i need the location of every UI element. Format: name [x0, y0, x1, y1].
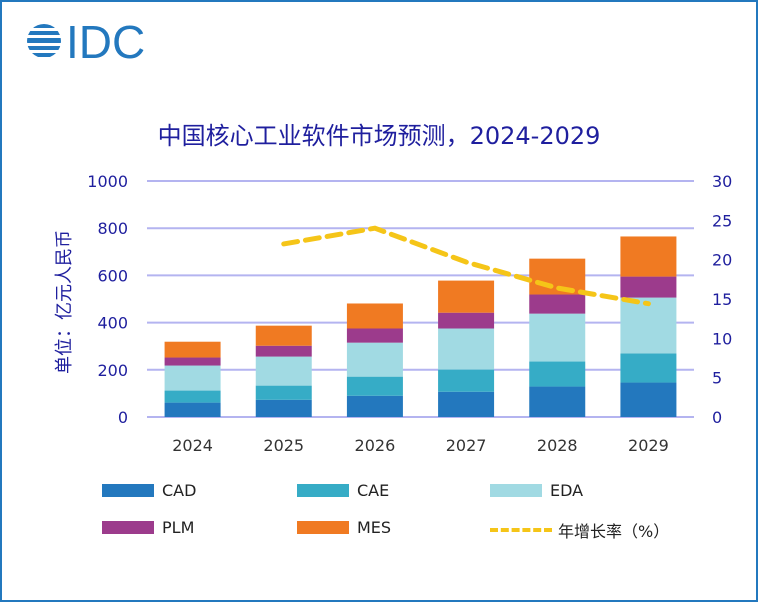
- bar-eda: [438, 328, 495, 370]
- y2-tick-label: 0: [712, 408, 722, 427]
- y2-tick-label: 10: [712, 329, 732, 348]
- legend-label: EDA: [550, 481, 584, 500]
- legend-item: MES: [297, 518, 391, 537]
- legend-swatch: [297, 521, 349, 534]
- x-tick-label: 2028: [537, 436, 578, 455]
- legend-swatch: [102, 521, 154, 534]
- y2-tick-label: 20: [712, 251, 732, 270]
- bar-eda: [620, 297, 677, 354]
- y-tick-label: 200: [97, 361, 128, 380]
- bar-cae: [438, 369, 495, 392]
- bar-mes: [438, 280, 495, 313]
- growth-rate-line: [281, 225, 651, 307]
- svg-text:IDC: IDC: [66, 16, 145, 66]
- y2-tick-label: 30: [712, 172, 732, 191]
- bar-cae: [346, 376, 403, 396]
- legend-label: CAE: [357, 481, 390, 500]
- bar-cad: [255, 399, 312, 417]
- bar-cad: [620, 382, 677, 417]
- bar-eda: [346, 342, 403, 377]
- y-tick-label: 1000: [87, 172, 128, 191]
- legend-label: PLM: [162, 518, 195, 537]
- bar-plm: [529, 294, 586, 314]
- y-axis-label: 单位：亿元人民币: [54, 230, 75, 374]
- bar-mes: [620, 236, 677, 277]
- bar-cad: [438, 391, 495, 417]
- bar-plm: [346, 328, 403, 343]
- bar-cae: [620, 353, 677, 383]
- y2-tick-label: 25: [712, 211, 732, 230]
- y-tick-label: 600: [97, 266, 128, 285]
- legend-item: CAD: [102, 481, 196, 500]
- x-tick-label: 2025: [263, 436, 304, 455]
- bar-cae: [529, 361, 586, 387]
- bar-mes: [346, 303, 403, 329]
- bar-mes: [164, 341, 221, 358]
- bar-eda: [164, 365, 221, 391]
- bar-eda: [255, 356, 312, 386]
- legend-item: EDA: [490, 481, 583, 500]
- bar-plm: [620, 276, 677, 298]
- bar-cad: [529, 386, 586, 417]
- bar-plm: [255, 345, 312, 357]
- bar-cad: [164, 402, 221, 417]
- y-tick-label: 800: [97, 219, 128, 238]
- legend-swatch: [490, 484, 542, 497]
- x-tick-label: 2027: [446, 436, 487, 455]
- legend-label: CAD: [162, 481, 197, 500]
- y2-tick-label: 5: [712, 369, 722, 388]
- chart-title: 中国核心工业软件市场预测，2024-2029: [157, 122, 601, 150]
- x-tick-label: 2029: [628, 436, 669, 455]
- legend-swatch: [102, 484, 154, 497]
- bar-eda: [529, 313, 586, 362]
- bar-cae: [255, 385, 312, 400]
- y2-tick-label: 15: [712, 290, 732, 309]
- y-tick-label: 400: [97, 314, 128, 333]
- legend-label: 年增长率（%）: [558, 522, 670, 541]
- bar-cae: [164, 390, 221, 403]
- y-tick-label: 0: [118, 408, 128, 427]
- legend-swatch: [490, 528, 552, 532]
- bar-plm: [438, 312, 495, 329]
- legend-label: MES: [357, 518, 392, 537]
- x-tick-label: 2026: [355, 436, 396, 455]
- legend-item: CAE: [297, 481, 389, 500]
- idc-logo: IDC: [27, 16, 145, 66]
- legend-item: PLM: [102, 518, 194, 537]
- bar-mes: [255, 325, 312, 346]
- bar-cad: [346, 395, 403, 417]
- x-tick-label: 2024: [172, 436, 213, 455]
- legend-swatch: [297, 484, 349, 497]
- legend-item: 年增长率（%）: [490, 518, 669, 542]
- bar-plm: [164, 357, 221, 366]
